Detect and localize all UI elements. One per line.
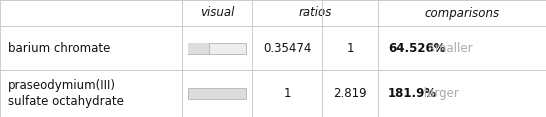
Text: 2.819: 2.819 (333, 87, 367, 100)
Bar (188, 88, 246, 99)
Text: larger: larger (420, 87, 459, 100)
Text: 1: 1 (283, 87, 291, 100)
Text: smaller: smaller (425, 42, 473, 55)
Text: praseodymium(III)
sulfate octahydrate: praseodymium(III) sulfate octahydrate (8, 79, 124, 108)
Text: ratios: ratios (298, 7, 331, 20)
Text: 64.526%: 64.526% (388, 42, 446, 55)
Text: 1: 1 (346, 42, 354, 55)
Bar (188, 42, 209, 53)
Text: 0.35474: 0.35474 (263, 42, 311, 55)
Text: comparisons: comparisons (424, 7, 500, 20)
Text: 181.9%: 181.9% (388, 87, 437, 100)
Bar (188, 42, 246, 53)
Text: barium chromate: barium chromate (8, 42, 110, 55)
Text: visual: visual (200, 7, 234, 20)
